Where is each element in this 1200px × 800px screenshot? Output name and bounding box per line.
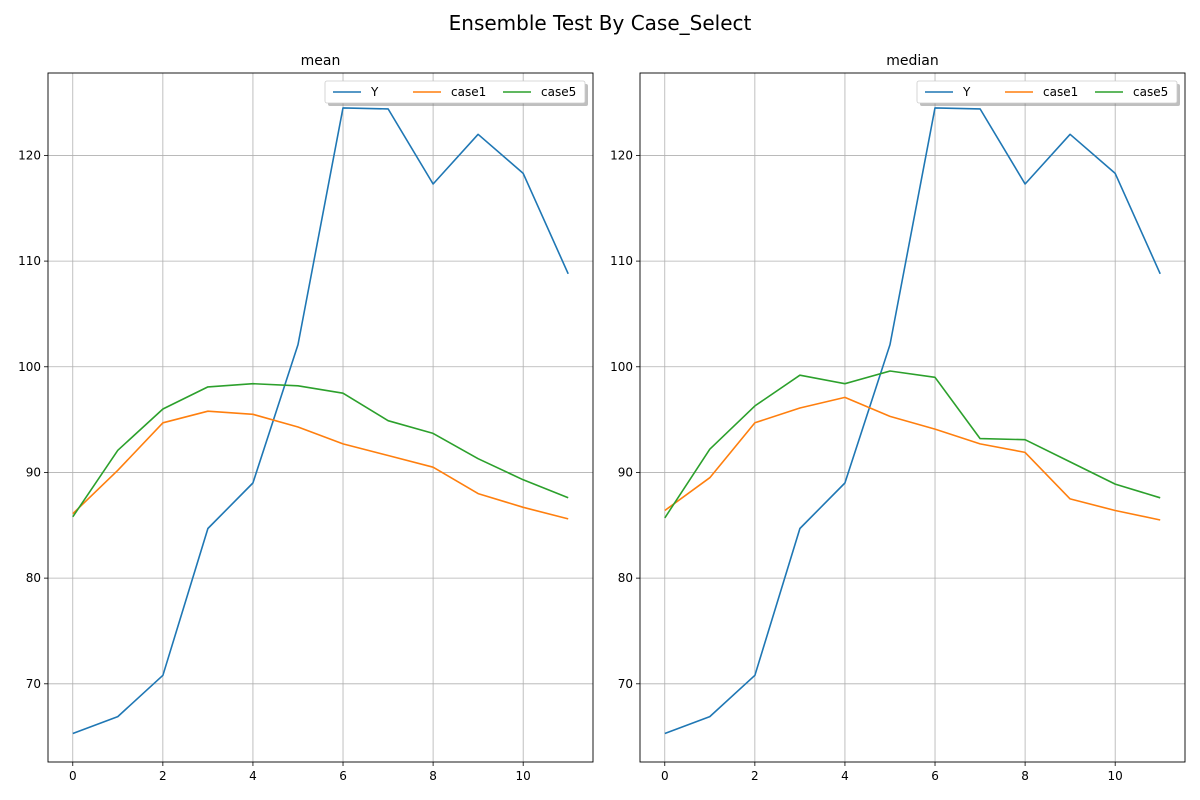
chart-1-axes-frame: [47, 72, 594, 763]
chart-1-y-tick-label: 110: [18, 254, 41, 268]
chart-1-legend-Y-label: Y: [370, 85, 379, 99]
chart-2-x-tick-label: 10: [1108, 769, 1123, 783]
chart-2-series-case1-line: [664, 396, 1161, 521]
chart-1-x-tick-label: 8: [429, 769, 437, 783]
chart-1-y-tick-label: 90: [26, 465, 41, 479]
chart-2-x-tick-label: 4: [841, 769, 849, 783]
chart-2-y-tick-label: 120: [610, 148, 633, 162]
chart-2-y-tick-label: 110: [610, 254, 633, 268]
chart-1-x-tick-label: 2: [159, 769, 167, 783]
chart-2-legend-case1-label: case1: [1043, 85, 1078, 99]
chart-2-legend-Y-label: Y: [962, 85, 971, 99]
chart-1-x-tick-label: 10: [516, 769, 531, 783]
chart-1-legend-box: [324, 80, 586, 104]
chart-1-y-tick-label: 80: [26, 571, 41, 585]
chart-1-y-tick-label: 120: [18, 148, 41, 162]
chart-2-series-Y-line: [664, 107, 1161, 735]
chart-2-y-tick-label: 80: [618, 571, 633, 585]
chart-1-x-tick-label: 6: [339, 769, 347, 783]
chart-2-axes-frame: [639, 72, 1186, 763]
chart-2-y-tick-label: 70: [618, 677, 633, 691]
chart-1-series-case5-line: [72, 382, 569, 518]
chart-2-series-case5-line: [664, 370, 1161, 519]
chart-2-legend-case5-label: case5: [1133, 85, 1168, 99]
chart-1-title: mean: [301, 53, 341, 69]
chart-1-x-tick-label: 0: [69, 769, 77, 783]
chart-1-x-tick-label: 4: [249, 769, 257, 783]
figure-title: Ensemble Test By Case_Select: [448, 11, 752, 35]
chart-1-legend-case5-label: case5: [541, 85, 576, 99]
chart-2-y-tick-label: 90: [618, 465, 633, 479]
chart-2-x-tick-label: 6: [931, 769, 939, 783]
chart-2-x-tick-label: 0: [661, 769, 669, 783]
chart-2-title: median: [886, 53, 938, 69]
chart-2-x-tick-label: 2: [751, 769, 759, 783]
chart-2-y-tick-label: 100: [610, 360, 633, 374]
chart-1-legend-case1-label: case1: [451, 85, 486, 99]
chart-1-series-Y-line: [72, 107, 569, 735]
chart-2-x-tick-label: 8: [1021, 769, 1029, 783]
chart-1-y-tick-label: 70: [26, 677, 41, 691]
chart-2-legend-box: [916, 80, 1178, 104]
chart-1-y-tick-label: 100: [18, 360, 41, 374]
chart-1-series-case1-line: [72, 410, 569, 520]
